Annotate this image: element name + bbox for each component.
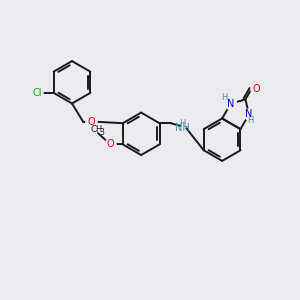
Text: Cl: Cl xyxy=(33,88,42,98)
Text: H: H xyxy=(221,94,227,103)
Text: CH: CH xyxy=(91,125,103,134)
Text: O: O xyxy=(106,140,114,149)
Text: 3: 3 xyxy=(100,128,104,136)
Text: N: N xyxy=(227,99,234,109)
Text: NH: NH xyxy=(175,123,189,133)
Text: H: H xyxy=(247,116,254,125)
Text: H: H xyxy=(180,119,186,128)
Text: O: O xyxy=(252,84,260,94)
Text: O: O xyxy=(88,117,95,127)
Text: N: N xyxy=(245,110,253,119)
